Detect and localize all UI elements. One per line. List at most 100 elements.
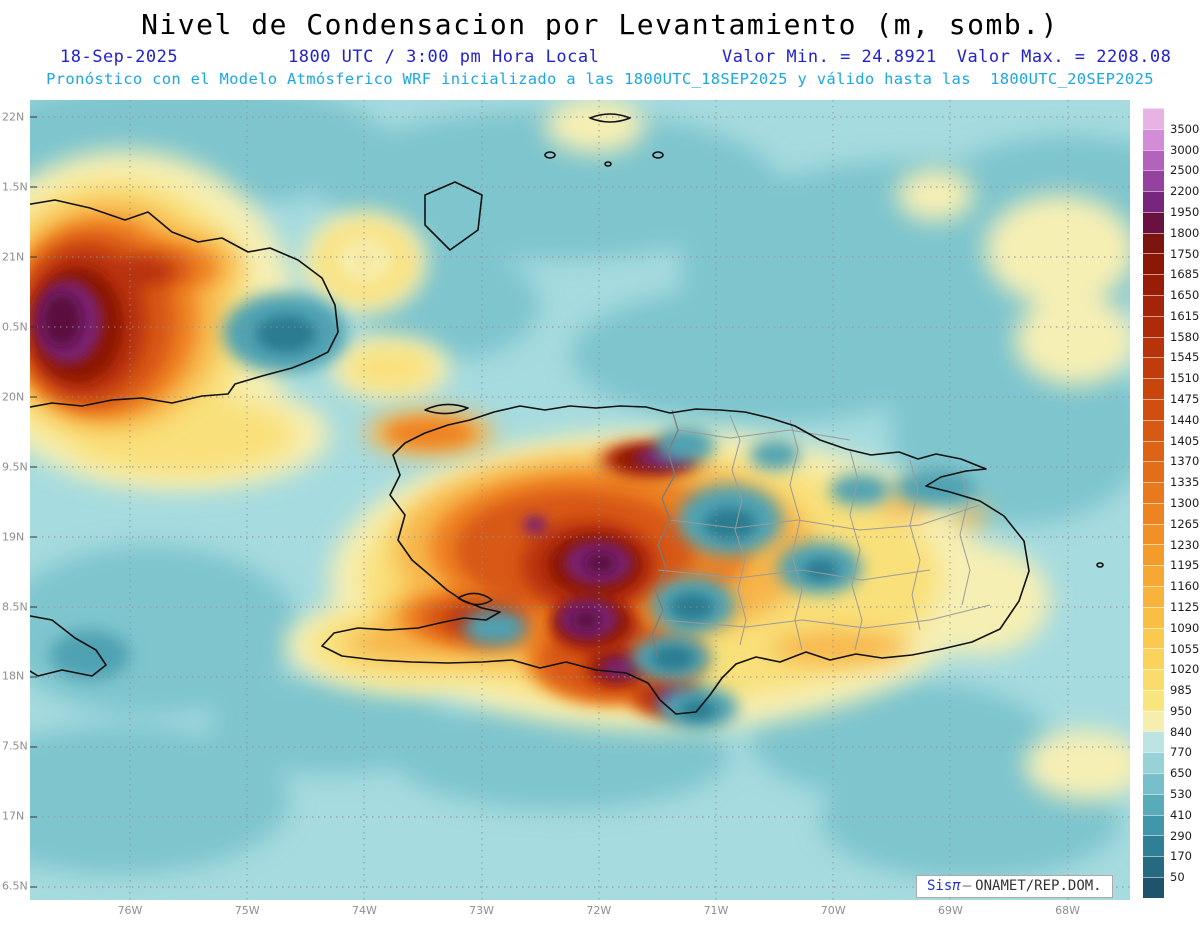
colorbar-segment	[1143, 357, 1164, 379]
colorbar-tick-label: 840	[1170, 724, 1192, 739]
lat-label: 9.5N	[2, 460, 28, 474]
lon-label: 68W	[1055, 904, 1081, 917]
tortue-island	[424, 403, 469, 415]
colorbar-tick-label: 1475	[1170, 392, 1200, 407]
colorbar-tick-label: 1090	[1170, 620, 1200, 635]
colorbar-segment	[1143, 336, 1164, 358]
colorbar-segment	[1143, 835, 1164, 857]
colorbar-tick-label: 50	[1170, 870, 1185, 885]
yellow-ring-center	[337, 238, 393, 282]
colorbar-tick-label: 3500	[1170, 121, 1200, 136]
colorbar-segment	[1143, 565, 1164, 586]
colorbar-tick-label: 1265	[1170, 516, 1200, 531]
colorbar-tick-label: 1800	[1170, 225, 1200, 240]
coastlines	[30, 113, 1104, 715]
mona-island	[1096, 562, 1104, 568]
colorbar-segment	[1143, 793, 1164, 815]
colorbar-segment	[1143, 440, 1164, 462]
colorbar-tick-label: 1370	[1170, 454, 1200, 469]
pi-symbol: π	[952, 878, 961, 894]
lon-label: 74W	[351, 904, 377, 917]
colorbar-tick-label: 410	[1170, 807, 1192, 822]
lon-label: 73W	[469, 904, 495, 917]
colorbar-tick-label: 1750	[1170, 246, 1200, 261]
lat-label: 17N	[2, 809, 25, 823]
small-island	[652, 151, 664, 159]
colorbar-tick-label: 1230	[1170, 537, 1200, 552]
colorbar-tick-label: 1125	[1170, 599, 1200, 614]
lat-ticks	[30, 116, 37, 888]
colorbar-segment	[1143, 211, 1164, 233]
colorbar-tick-label: 290	[1170, 828, 1192, 843]
lon-label: 76W	[117, 904, 143, 917]
forecast-date: 18-Sep-2025	[60, 47, 179, 67]
colorbar-tick-label: 1300	[1170, 496, 1200, 510]
colorbar-segment	[1143, 419, 1164, 441]
colorbar-swatches	[1143, 108, 1164, 898]
colorbar-tick-label: 1160	[1170, 579, 1200, 594]
colorbar-tick-label: 170	[1170, 849, 1192, 864]
lat-label: 18N	[2, 669, 25, 683]
colorbar-segment	[1143, 773, 1164, 794]
colorbar-segment	[1143, 876, 1164, 898]
cuba-coastline	[30, 199, 339, 408]
colorbar-segment	[1143, 191, 1164, 212]
colorbar-segment	[1143, 315, 1164, 337]
colorbar-segment	[1143, 232, 1164, 254]
model-info-line: Pronóstico con el Modelo Atmósferico WRF…	[46, 70, 1154, 88]
colorbar-segment	[1143, 544, 1164, 566]
colorbar-segment	[1143, 585, 1164, 607]
lat-label: 22N	[2, 110, 25, 124]
small-island	[604, 161, 612, 167]
lon-label: 72W	[586, 904, 612, 917]
colorbar-tick-label: 2200	[1170, 184, 1200, 199]
colorbar-tick-label: 2500	[1170, 163, 1200, 178]
lon-label: 71W	[703, 904, 729, 917]
colorbar-segment	[1143, 482, 1164, 503]
colorbar-tick-label: 1685	[1170, 267, 1200, 282]
colorbar-segment	[1143, 814, 1164, 836]
graticule	[30, 100, 1130, 900]
colorbar-segment	[1143, 398, 1164, 420]
colorbar-tick-label: 1055	[1170, 641, 1200, 656]
colorbar-tick-label: 1440	[1170, 412, 1200, 427]
colorbar-segment	[1143, 253, 1164, 275]
colorbar-tick-label: 1650	[1170, 288, 1200, 303]
colorbar-segment	[1143, 523, 1164, 545]
colorbar-segment	[1143, 752, 1164, 773]
lat-label: 6.5N	[2, 879, 28, 893]
credit-brand: Sis	[927, 878, 953, 894]
max-value: Valor Max. = 2208.08	[956, 47, 1172, 67]
lon-label: 75W	[234, 904, 260, 917]
header-line: 18-Sep-2025 1800 UTC / 3:00 pm Hora Loca…	[0, 47, 1200, 67]
credit-box: Sisπ — ONAMET/REP.DOM.	[916, 875, 1113, 898]
colorbar-segment	[1143, 378, 1164, 399]
colorbar-tick-label: 1580	[1170, 329, 1200, 344]
colorbar-tick-label: 650	[1170, 766, 1192, 781]
colorbar-tick-label: 770	[1170, 745, 1192, 760]
lat-label: 0.5N	[2, 320, 28, 334]
map-canvas	[30, 100, 1130, 900]
colorbar-tick-label: 1510	[1170, 371, 1200, 386]
gonave-island	[457, 592, 493, 606]
minmax-values: Valor Min. = 24.8921 Valor Max. = 2208.08	[722, 47, 1191, 67]
colorbar-segment	[1143, 295, 1164, 316]
colorbar-segment	[1143, 108, 1164, 129]
haiti-dr-border	[651, 409, 679, 659]
lat-label: 19N	[2, 530, 25, 544]
colorbar-tick-label: 985	[1170, 683, 1192, 698]
page-title: Nivel de Condensacion por Levantamiento …	[141, 8, 1059, 41]
colorbar-tick-label: 530	[1170, 787, 1192, 802]
lat-label: 8.5N	[2, 600, 28, 613]
colorbar-segment	[1143, 710, 1164, 732]
colorbar-segment	[1143, 648, 1164, 670]
min-value: Valor Min. = 24.8921	[722, 47, 937, 67]
colorbar-segment	[1143, 606, 1164, 628]
colorbar-tick-label: 1195	[1170, 558, 1200, 573]
colorbar-tick-label: 1545	[1170, 350, 1200, 365]
hispaniola-coastline	[321, 405, 1030, 715]
colorbar-segment	[1143, 274, 1164, 296]
colorbar-tick-label: 1335	[1170, 475, 1200, 490]
